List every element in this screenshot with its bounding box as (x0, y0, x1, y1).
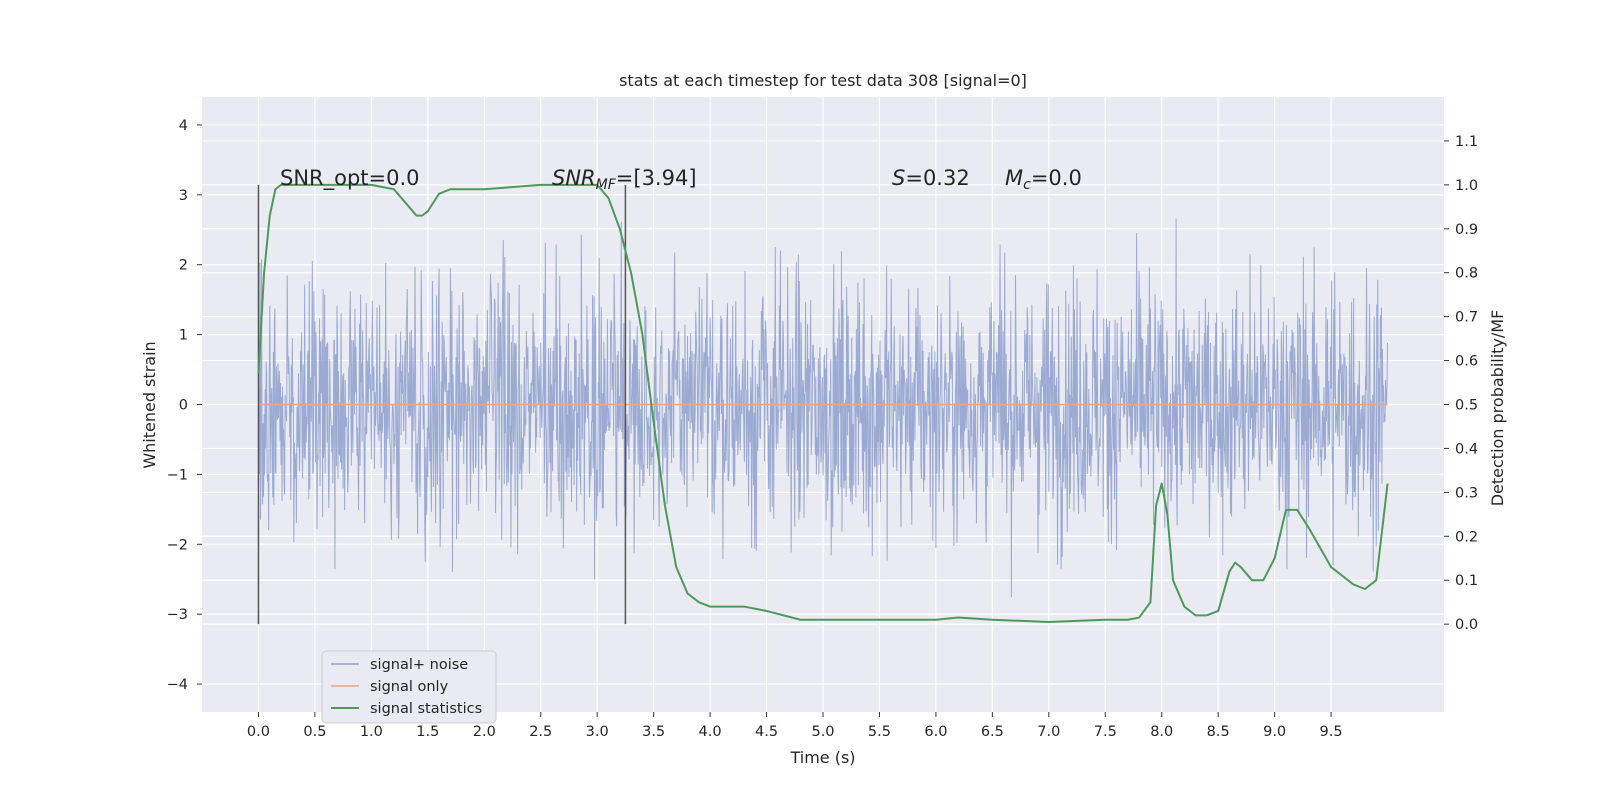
annotation-snr-mf-value: =[3.94] (616, 166, 697, 190)
x-tick-label: 3.0 (586, 724, 609, 740)
x-tick-label: 4.0 (699, 724, 722, 740)
y-right-axis-label: Detection probability/MF (1488, 310, 1507, 507)
y-right-tick-label: 1.0 (1455, 178, 1478, 194)
y-tick-label: 3 (179, 188, 188, 204)
annotation-mc-name: M (1005, 166, 1023, 190)
y-axis-ticks: −4 −3 −2 −1 0 1 2 3 4 (167, 118, 202, 693)
annotation-snr-opt: SNR_opt=0.0 (280, 166, 420, 191)
y-right-axis-ticks: 0.0 0.1 0.2 0.3 0.4 0.5 0.6 0.7 0.8 0.9 1.0 1.1 (1444, 134, 1478, 633)
x-tick-label: 5.5 (868, 724, 891, 740)
y-right-tick-label: 0.1 (1455, 573, 1478, 589)
y-tick-label: −2 (167, 537, 188, 553)
annotation-mc: Mc=0.0 (1005, 166, 1082, 193)
x-tick-label: 5.0 (811, 724, 834, 740)
x-tick-label: 0.5 (303, 724, 326, 740)
x-tick-label: 6.5 (981, 724, 1004, 740)
vertical-markers (257, 184, 627, 625)
y-right-tick-label: 0.2 (1455, 529, 1478, 545)
x-tick-label: 4.5 (755, 724, 778, 740)
x-tick-label: 1.5 (416, 724, 439, 740)
x-tick-label: 0.0 (247, 724, 270, 740)
legend: signal+ noise signal only signal statist… (321, 650, 497, 724)
y-tick-label: 1 (179, 328, 188, 344)
y-tick-label: 2 (179, 258, 188, 274)
x-tick-label: 9.5 (1320, 724, 1343, 740)
annotation-mc-value: =0.0 (1031, 166, 1082, 190)
y-right-tick-label: 1.1 (1455, 134, 1478, 150)
y-right-tick-label: 0.6 (1455, 354, 1478, 370)
legend-box (321, 650, 497, 724)
x-tick-label: 9.0 (1263, 724, 1286, 740)
x-axis-label: Time (s) (789, 748, 855, 767)
y-right-tick-label: 0.4 (1455, 441, 1478, 457)
y-right-tick-label: 0.3 (1455, 485, 1478, 501)
y-right-tick-label: 0.9 (1455, 222, 1478, 238)
series-signal-statistics (257, 183, 1389, 623)
legend-label-signal-only: signal only (370, 679, 449, 695)
annotation-snr-mf: SNRMF=[3.94] (552, 166, 697, 193)
x-axis-ticks: 0.0 0.5 1.0 1.5 2.0 2.5 3.0 3.5 4.0 4.5 5.0 5.5 6.0 6… (247, 712, 1343, 740)
x-tick-label: 1.0 (360, 724, 383, 740)
y-axis-label: Whitened strain (140, 341, 159, 468)
series-signal-noise (257, 218, 1389, 598)
x-tick-label: 2.0 (473, 724, 496, 740)
annotation-s: S=0.32 (892, 166, 970, 190)
annotation-snr-mf-sub: MF (596, 177, 617, 193)
x-tick-label: 3.5 (642, 724, 665, 740)
y-tick-label: −3 (167, 607, 188, 623)
x-tick-label: 8.5 (1207, 724, 1230, 740)
x-tick-label: 8.0 (1150, 724, 1173, 740)
y-tick-label: −1 (167, 467, 188, 483)
y-tick-label: 4 (179, 118, 188, 134)
signal-noise-line (257, 218, 1389, 598)
chart-title: stats at each timestep for test data 308… (619, 71, 1027, 90)
y-tick-label: −4 (167, 677, 188, 693)
x-tick-label: 6.0 (924, 724, 947, 740)
y-right-tick-label: 0.5 (1455, 398, 1478, 414)
legend-label-signal-noise: signal+ noise (370, 657, 468, 673)
y-tick-label: 0 (179, 398, 188, 414)
legend-label-signal-statistics: signal statistics (370, 701, 482, 717)
annotation-s-name: S (892, 166, 905, 190)
signal-statistics-line (257, 183, 1389, 623)
x-tick-label: 7.5 (1094, 724, 1117, 740)
y-right-tick-label: 0.8 (1455, 266, 1478, 282)
annotation-mc-sub: c (1023, 177, 1031, 193)
y-right-tick-label: 0.7 (1455, 310, 1478, 326)
x-tick-label: 2.5 (529, 724, 552, 740)
y-right-tick-label: 0.0 (1455, 617, 1478, 633)
annotation-snr-mf-name: SNR (552, 166, 596, 190)
annotation-s-value: =0.32 (905, 166, 969, 190)
x-tick-label: 7.0 (1037, 724, 1060, 740)
